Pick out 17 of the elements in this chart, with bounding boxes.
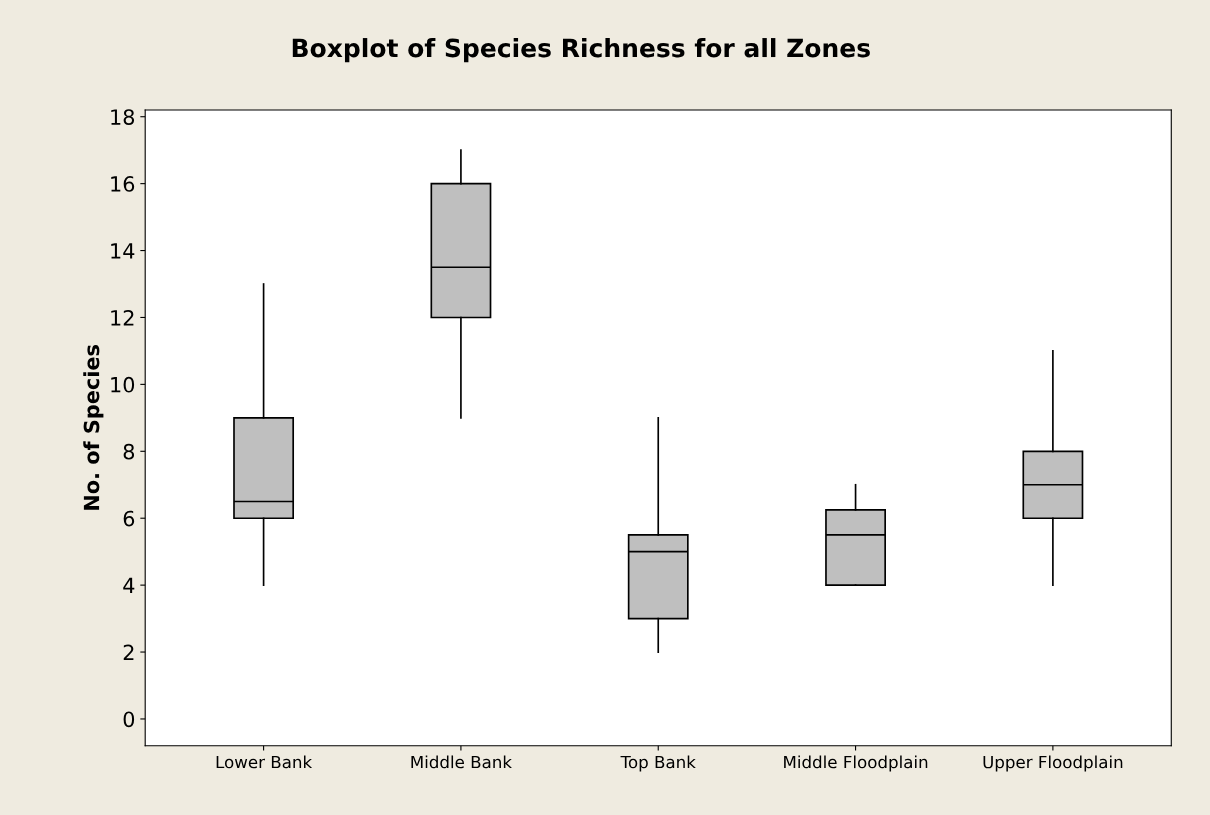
chart-title: Boxplot of Species Richness for all Zones	[292, 38, 870, 63]
y-tick-label: 4	[123, 577, 135, 594]
y-tick-label: 14	[111, 243, 135, 259]
y-tick-label: 2	[123, 644, 134, 660]
x-tick-label: Middle Bank	[411, 755, 512, 769]
x-tick-label: Upper Floodplain	[983, 755, 1123, 772]
y-tick-label: 12	[111, 309, 134, 326]
y-tick-label: 16	[111, 176, 135, 192]
y-tick-label: 6	[123, 510, 135, 527]
y-tick-label: 18	[111, 109, 135, 125]
y-tick-label: 8	[123, 443, 135, 460]
x-tick-label: Middle Floodplain	[784, 755, 928, 772]
x-tick-label: Lower Bank	[216, 755, 313, 769]
x-tick-label: Top Bank	[620, 755, 696, 772]
y-tick-label: 0	[123, 711, 135, 728]
y-axis-title: No. of Species	[83, 345, 104, 510]
y-tick-label: 10	[111, 376, 135, 393]
